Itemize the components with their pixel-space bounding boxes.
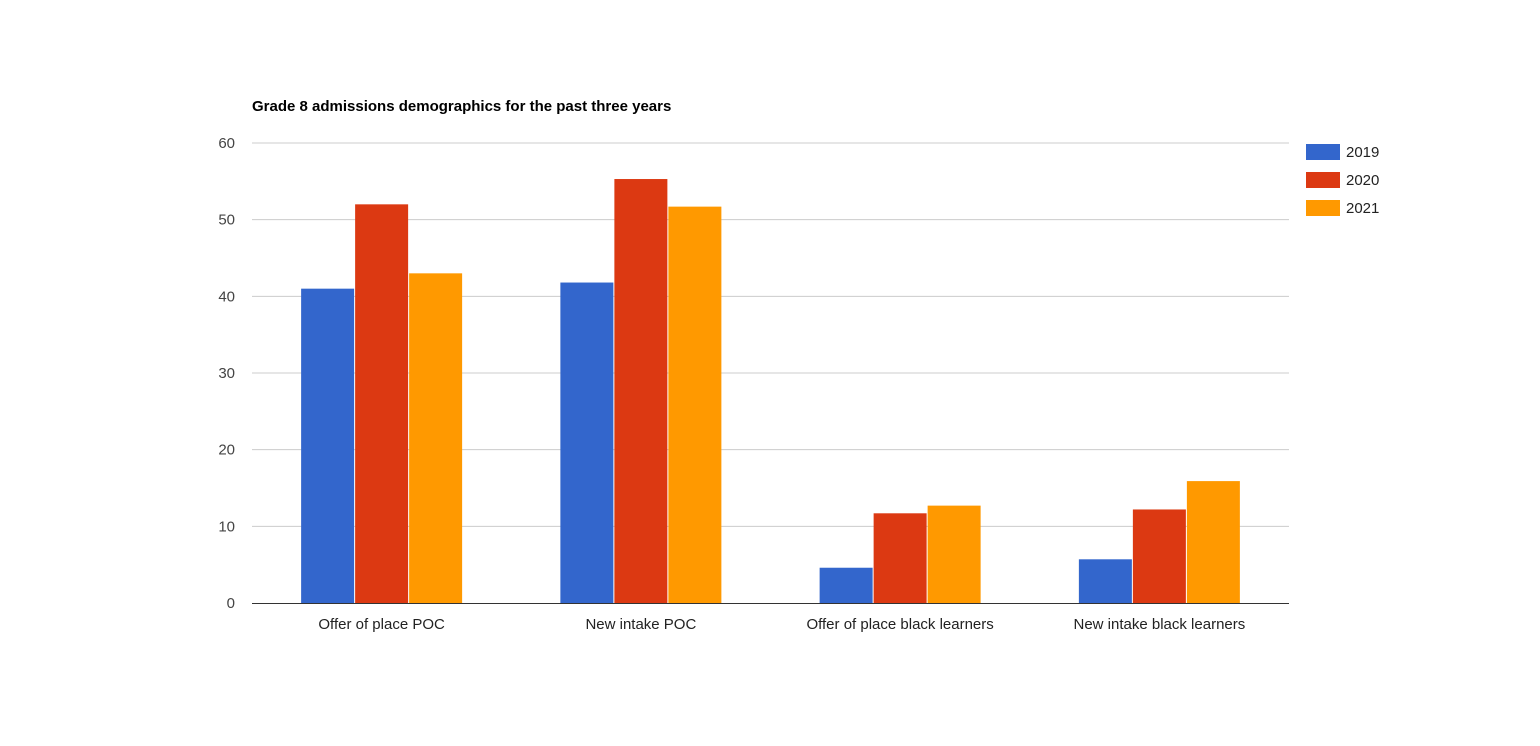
x-axis-categories: Offer of place POC New intake POC Offer of… [318,616,1245,633]
y-tick-label: 40 [218,288,235,305]
y-tick-label: 50 [218,212,235,229]
bars [301,179,1240,604]
y-tick-label: 10 [218,518,235,535]
legend-label-2020[interactable]: 2020 [1346,172,1379,189]
legend-swatch-2019[interactable] [1306,144,1340,160]
bar-2020-new-intake-poc[interactable] [614,179,668,604]
bar-2020-offer-of-place-poc[interactable] [355,204,409,604]
bar-2020-new-intake-black-learners[interactable] [1132,509,1186,603]
bar-2019-new-intake-black-learners[interactable] [1078,559,1132,603]
bar-2021-offer-of-place-poc[interactable] [409,273,463,603]
bar-2020-offer-of-place-black-learners[interactable] [873,513,927,603]
y-tick-label: 60 [218,135,235,152]
bar-2019-offer-of-place-poc[interactable] [301,288,355,603]
bar-2021-new-intake-poc[interactable] [668,206,722,603]
x-category-label: New intake POC [585,616,696,633]
bar-2021-offer-of-place-black-learners[interactable] [927,505,981,603]
y-tick-label: 30 [218,365,235,382]
y-axis-ticks: 0 10 20 30 40 50 60 [218,135,235,612]
bar-2019-new-intake-poc[interactable] [560,282,614,603]
chart-title: Grade 8 admissions demographics for the … [252,98,671,115]
y-tick-label: 20 [218,442,235,459]
legend-label-2021[interactable]: 2021 [1346,200,1379,217]
x-category-label: Offer of place black learners [806,616,993,633]
legend-swatch-2020[interactable] [1306,172,1340,188]
bar-2019-offer-of-place-black-learners[interactable] [819,567,873,603]
y-tick-label: 0 [227,595,235,612]
legend-label-2019[interactable]: 2019 [1346,144,1379,161]
legend[interactable]: 2019 2020 2021 [1306,144,1379,217]
x-category-label: New intake black learners [1074,616,1246,633]
bar-2021-new-intake-black-learners[interactable] [1186,481,1240,603]
x-category-label: Offer of place POC [318,616,445,633]
legend-swatch-2021[interactable] [1306,200,1340,216]
